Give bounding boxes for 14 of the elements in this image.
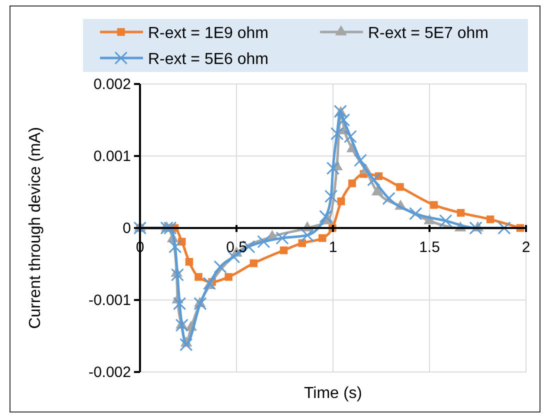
x-tick-label: 2 — [522, 239, 530, 256]
y-tick-label: 0.002 — [93, 76, 131, 93]
legend-label: R-ext = 5E7 ohm — [368, 25, 488, 42]
x-tick-label: 0.5 — [226, 239, 247, 256]
y-tick-label: 0.001 — [93, 148, 131, 165]
x-tick-label: 1 — [328, 239, 338, 256]
y-tick-label: 0 — [122, 220, 131, 237]
y-axis-title: Current through device (mA) — [27, 127, 44, 329]
x-axis-title: Time (s) — [304, 385, 362, 402]
legend-label: R-ext = 5E6 ohm — [148, 51, 268, 68]
y-tick-label: -0.001 — [88, 292, 131, 309]
y-tick-label: -0.002 — [88, 364, 131, 381]
x-tick-label: 1.5 — [419, 239, 440, 256]
legend-label: R-ext = 1E9 ohm — [148, 25, 268, 42]
